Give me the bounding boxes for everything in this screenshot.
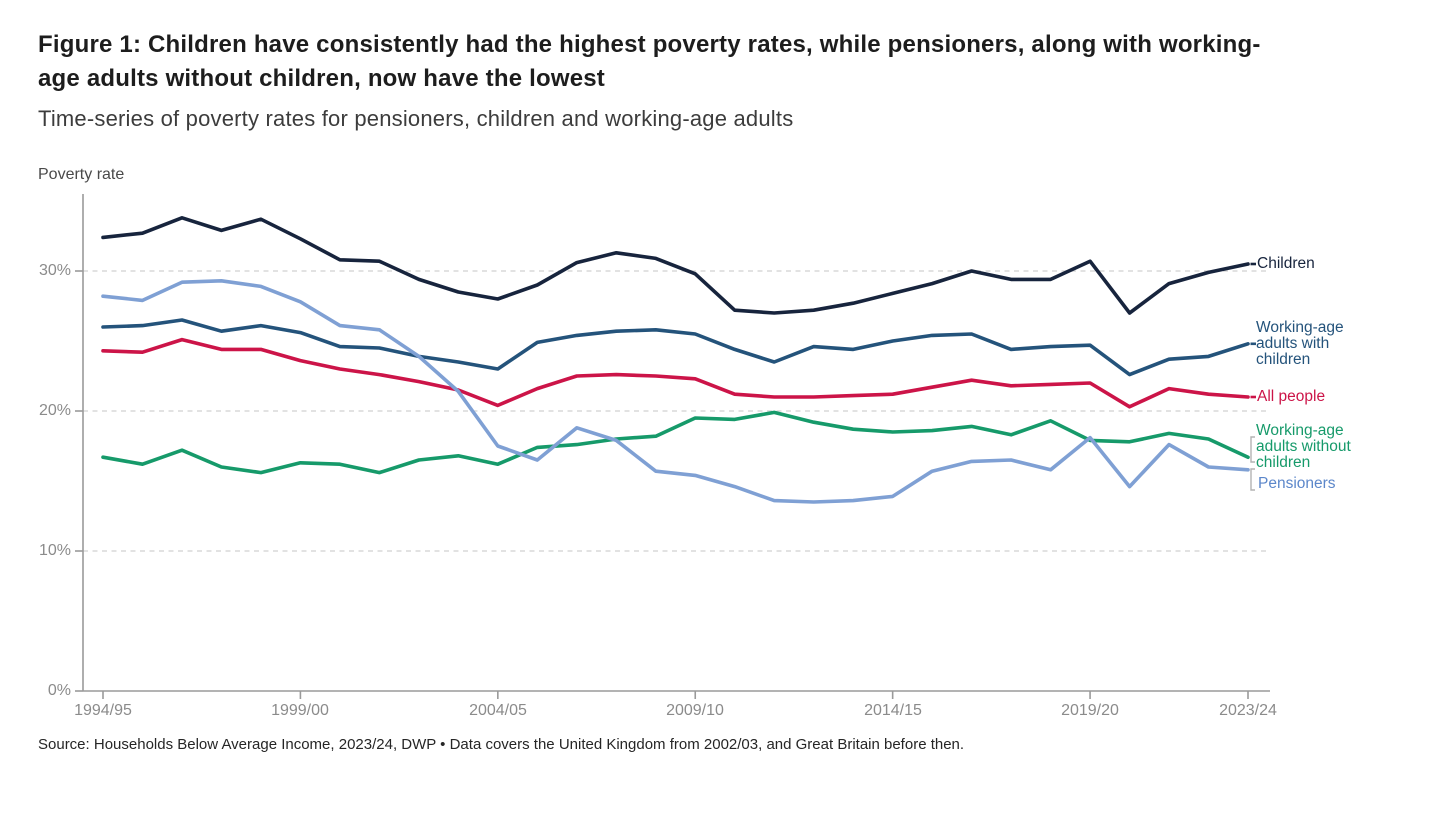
pensioners-line — [101, 278, 1250, 504]
y-axis-title: Poverty rate — [38, 166, 125, 183]
x-tick-label-2023-24: 2023/24 — [1219, 702, 1277, 719]
pensioners-label-bracket — [1250, 468, 1255, 491]
children-line — [101, 216, 1250, 315]
y-tick-label-20: 20% — [38, 402, 71, 419]
series-label-children: Children — [1257, 255, 1315, 272]
figure-title: Figure 1: Children have consistently had… — [38, 31, 1261, 92]
y-tick-label-30: 30% — [38, 262, 71, 279]
series-label-working-age-adults-without-children: Working-age adults without children — [1256, 422, 1351, 471]
working-age-adults-without-children-line — [101, 410, 1250, 475]
series-label-working-age-adults-with-children: Working-age adults with children — [1256, 319, 1344, 368]
x-tick-label-2014-15: 2014/15 — [864, 702, 922, 719]
x-tick-label-1994-95: 1994/95 — [74, 702, 132, 719]
working-age-adults-with-children-line — [101, 318, 1250, 377]
x-tick-label-2009-10: 2009/10 — [666, 702, 724, 719]
y-tick-label-10: 10% — [38, 542, 71, 559]
x-tick-label-1999-00: 1999/00 — [271, 702, 329, 719]
x-tick-label-2019-20: 2019/20 — [1061, 702, 1119, 719]
series-label-pensioners: Pensioners — [1258, 475, 1336, 492]
x-tick-label-2004-05: 2004/05 — [469, 702, 527, 719]
source-note: Source: Households Below Average Income,… — [38, 736, 965, 753]
all-people-line — [101, 337, 1250, 409]
figure-subtitle: Time-series of poverty rates for pension… — [38, 106, 794, 131]
series-label-all-people: All people — [1257, 388, 1326, 405]
y-tick-label-0: 0% — [47, 682, 71, 699]
working-age-adults-without-children-label-bracket — [1250, 436, 1255, 463]
